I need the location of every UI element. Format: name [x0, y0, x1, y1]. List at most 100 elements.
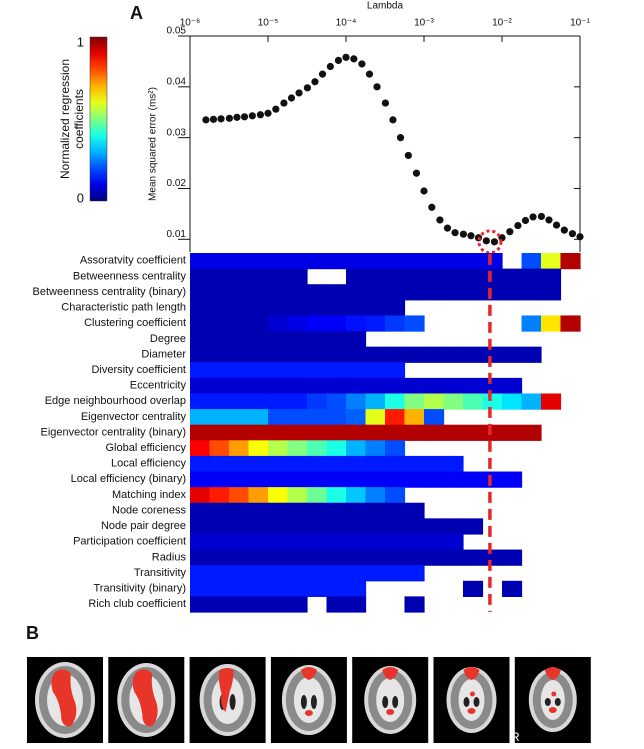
- heat-cell: [404, 549, 425, 566]
- row-label: Betweenness centrality: [73, 270, 187, 282]
- row-label: Diameter: [141, 348, 186, 360]
- heat-cell: [404, 393, 425, 410]
- data-point: [326, 62, 334, 71]
- heat-cell: [268, 424, 289, 441]
- heat-cell: [443, 471, 464, 488]
- heat-cell: [326, 331, 347, 348]
- row-label: Diversity coefficient: [91, 364, 186, 376]
- heat-cell: [404, 253, 425, 270]
- heat-cell: [228, 471, 250, 488]
- heat-cell: [462, 253, 484, 270]
- heat-cell: [268, 471, 289, 488]
- heat-cell: [326, 409, 347, 426]
- heat-cell: [209, 518, 230, 535]
- data-point: [428, 203, 436, 211]
- data-point: [280, 99, 288, 107]
- row-label: Eigenvector centrality: [81, 411, 187, 423]
- ventricle: [463, 697, 470, 707]
- heat-cell: [404, 565, 425, 582]
- heat-cell: [306, 455, 328, 473]
- heat-cell: [462, 377, 484, 395]
- data-point: [482, 237, 490, 245]
- data-point: [412, 169, 421, 177]
- heat-cell: [228, 377, 250, 395]
- y-tick-label: 0.05: [167, 26, 187, 37]
- heat-cell: [248, 487, 269, 504]
- heat-cell: [365, 409, 386, 426]
- heat-cell: [268, 518, 289, 535]
- heat-cell: [209, 580, 230, 597]
- data-point: [467, 232, 475, 240]
- heat-cell: [482, 424, 503, 441]
- heat-cell: [248, 315, 269, 332]
- heat-cell: [306, 471, 328, 488]
- data-point: [396, 134, 405, 142]
- heat-cell: [209, 440, 230, 457]
- y-tick-label: 0.02: [167, 178, 187, 189]
- heat-cell: [287, 331, 308, 348]
- heat-cell: [365, 253, 386, 270]
- heat-cell: [346, 346, 367, 363]
- highlight-circle: [477, 229, 503, 255]
- data-point: [560, 226, 568, 234]
- row-label: Characteristic path length: [61, 302, 186, 314]
- data-point: [209, 115, 218, 123]
- heat-cell: [268, 362, 289, 379]
- heat-cell: [190, 331, 211, 348]
- heat-cell: [482, 393, 503, 410]
- ventricle: [392, 696, 399, 708]
- heat-cell: [287, 580, 308, 597]
- heat-cell: [482, 253, 503, 270]
- heat-cell: [209, 409, 230, 426]
- data-point: [404, 151, 412, 160]
- heat-cell: [346, 268, 367, 285]
- heat-cell: [287, 440, 308, 457]
- heat-cell: [384, 471, 406, 488]
- ventricle: [300, 695, 307, 709]
- heat-cell: [306, 424, 328, 441]
- heat-cell: [346, 580, 367, 597]
- heat-cell: [268, 487, 289, 504]
- heat-cell: [443, 424, 464, 441]
- heat-cell: [190, 440, 211, 457]
- heat-cell: [306, 440, 328, 457]
- data-point: [350, 55, 358, 63]
- heat-cell: [346, 471, 367, 488]
- data-point: [568, 230, 577, 238]
- heat-cell: [346, 424, 367, 441]
- heat-cell: [190, 315, 211, 332]
- heat-cell: [540, 393, 562, 410]
- heat-cell: [326, 424, 347, 441]
- heat-cell: [209, 455, 230, 473]
- heat-cell: [326, 346, 347, 363]
- heat-cell: [346, 518, 367, 535]
- heat-cell: [306, 409, 328, 426]
- heat-cell: [248, 502, 269, 519]
- heat-cell: [248, 549, 269, 566]
- heat-cell: [190, 565, 211, 582]
- heat-cell: [326, 315, 347, 332]
- heat-cell: [268, 268, 289, 285]
- heat-cell: [190, 533, 211, 551]
- heat-cell: [346, 549, 367, 566]
- heat-cell: [462, 518, 484, 535]
- heat-cell: [443, 393, 464, 410]
- heat-cell: [306, 565, 328, 582]
- heat-cell: [287, 299, 308, 317]
- white-matter: [293, 677, 324, 723]
- heat-cell: [540, 253, 562, 270]
- heat-cell: [209, 424, 230, 441]
- heat-cell: [209, 253, 230, 270]
- data-point: [311, 78, 319, 86]
- x-tick-label: 10⁻²: [492, 18, 512, 29]
- heat-cell: [209, 362, 230, 379]
- y-tick-label: 0.04: [167, 76, 187, 87]
- heat-cell: [248, 393, 269, 410]
- activation: [300, 667, 317, 680]
- heat-cell: [228, 362, 250, 379]
- heat-cell: [502, 580, 523, 597]
- heat-cell: [190, 346, 211, 363]
- white-matter: [376, 678, 405, 722]
- heat-cell: [482, 471, 503, 488]
